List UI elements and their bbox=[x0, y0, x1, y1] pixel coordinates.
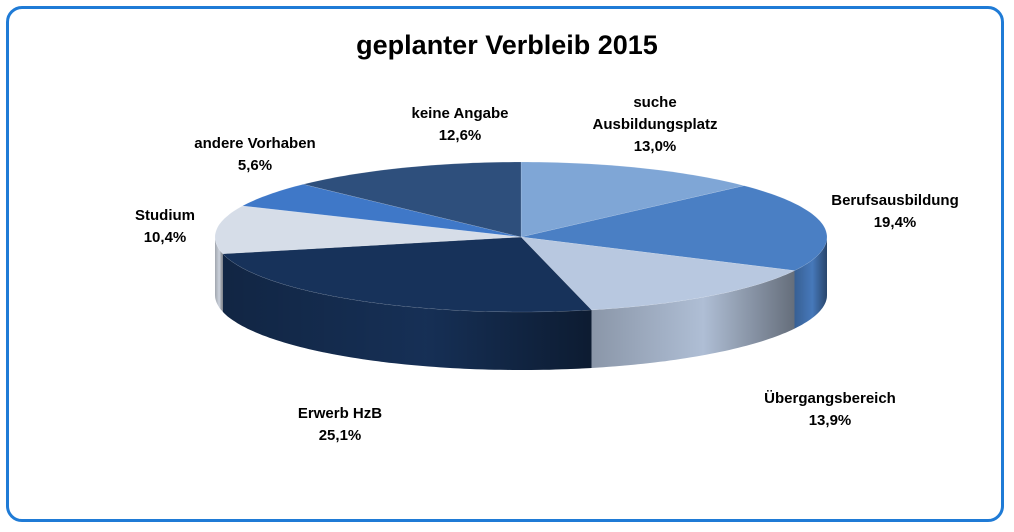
category-label: Übergangsbereich bbox=[764, 390, 896, 407]
value-label: 13,9% bbox=[808, 412, 852, 429]
slice bbox=[303, 161, 522, 238]
slice bbox=[520, 236, 796, 311]
slice bbox=[241, 184, 522, 238]
value-label: 19,4% bbox=[873, 214, 917, 231]
value-label: 5,6% bbox=[237, 157, 273, 174]
data-label: Übergangsbereich 13,9% bbox=[750, 388, 910, 432]
slice bbox=[222, 236, 593, 313]
data-label: Studium 10,4% bbox=[85, 205, 245, 249]
data-label: Erwerb HzB 25,1% bbox=[260, 403, 420, 447]
data-label: suche Ausbildungsplatz 13,0% bbox=[575, 92, 735, 158]
value-label: 10,4% bbox=[143, 229, 187, 246]
slice bbox=[214, 205, 522, 255]
data-label: keine Angabe 12,6% bbox=[380, 103, 540, 147]
value-label: 12,6% bbox=[438, 127, 482, 144]
category-label: andere Vorhaben bbox=[194, 135, 316, 152]
slice-side-shade bbox=[215, 237, 223, 312]
category-label: Erwerb HzB bbox=[297, 405, 383, 422]
slice-side-shade bbox=[222, 253, 592, 370]
chart-title: geplanter Verbleib 2015 bbox=[356, 30, 658, 60]
category-label: keine Angabe bbox=[411, 105, 509, 122]
chart-frame bbox=[6, 6, 1004, 522]
data-label: Berufsausbildung 19,4% bbox=[815, 190, 975, 234]
value-label: 13,0% bbox=[633, 138, 677, 155]
category-label: suche Ausbildungsplatz bbox=[592, 94, 718, 133]
slice-side-shade bbox=[794, 237, 827, 329]
value-label: 25,1% bbox=[318, 427, 362, 444]
slice bbox=[520, 161, 745, 238]
data-label: andere Vorhaben 5,6% bbox=[175, 133, 335, 177]
slice-side-shade bbox=[591, 270, 795, 368]
category-label: Berufsausbildung bbox=[831, 192, 959, 209]
category-label: Studium bbox=[135, 207, 195, 224]
slice bbox=[520, 185, 828, 271]
